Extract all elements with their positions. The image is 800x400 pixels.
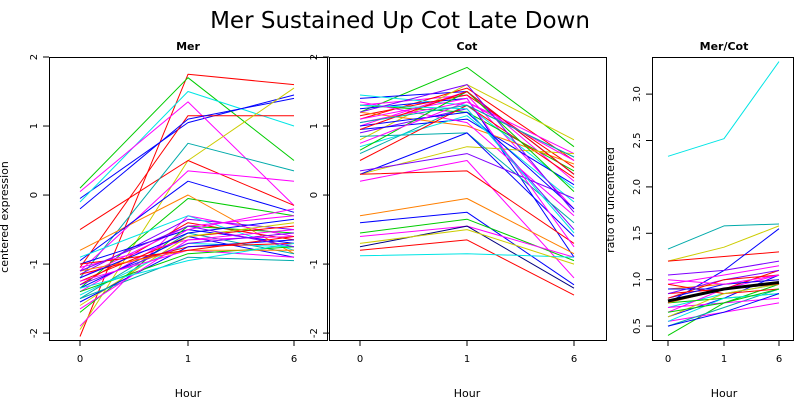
panel-mer-ylabel: centered expression: [0, 161, 11, 273]
panel-mer-cot-frame: [652, 57, 794, 341]
panel-mer-cot: Mer/Cot ratio of uncentered Hour 0.5 1.0 1…: [604, 40, 794, 400]
panel-cot-series-line-36: [359, 104, 575, 234]
panel-mer-series-line-2: [79, 77, 295, 189]
panel-mer-cot-series-line-21: [667, 274, 780, 299]
panel-cot-series-line-22: [359, 153, 575, 199]
panel-mer-series-line-3: [79, 91, 295, 203]
panel-mer-cot-series-line-27: [667, 293, 780, 327]
panel-mer-cot-ylabel: ratio of uncentered: [604, 147, 617, 253]
panel-cot-y-tick-label-4: 2: [309, 54, 320, 60]
panel-mer-cot-series-line-24: [667, 274, 780, 285]
panel-cot-x-tick-label-0: 0: [357, 354, 363, 365]
panel-cot-series-line-27: [359, 225, 575, 258]
panel-cot-series-line-23: [359, 170, 575, 244]
panel-mer-series-line-10: [79, 170, 295, 272]
panel-cot-title: Cot: [457, 40, 478, 53]
panel-mer-cot-series-line-25: [667, 288, 780, 313]
panel-mer-cot-xlabel: Hour: [711, 387, 738, 400]
panel-mer-series-line-38: [79, 242, 295, 289]
panel-mer-cot-title: Mer/Cot: [700, 40, 749, 53]
panel-cot-y-tick-label-1: -1: [309, 259, 320, 269]
panel-mer-cot-plot: 0.5 1.0 1.5 2.0 2.5 3.0 0 1 6: [632, 57, 794, 365]
panel-mer-cot-y-tick-label-3: 2.0: [632, 179, 643, 195]
panel-mer-y-tick-label-1: -1: [29, 259, 40, 269]
panel-mer-series-line-26: [79, 222, 295, 306]
panel-mer-series-line-1: [79, 94, 295, 199]
panel-mer-y-tick-label-4: 2: [29, 54, 40, 60]
panel-mer-y-tick-label-2: 0: [29, 192, 40, 198]
panel-mer-cot-x-tick-label-1: 1: [721, 354, 727, 365]
panel-cot-x-tick-label-2: 6: [571, 354, 577, 365]
panel-mer-title: Mer: [176, 40, 200, 53]
main-title: Mer Sustained Up Cot Late Down: [210, 8, 590, 34]
panel-mer-x-tick-label-2: 6: [291, 354, 297, 365]
panel-cot-series-line-24: [359, 198, 575, 255]
panel-mer-xlabel: Hour: [175, 387, 202, 400]
panel-mer-cot-series-line-5: [667, 260, 780, 276]
panel-mer-cot-y-tick-label-1: 1.0: [632, 272, 643, 288]
panel-mer-series-line-13: [79, 180, 295, 262]
panel-cot-x-tick-label-1: 1: [464, 354, 470, 365]
panel-mer-series-line-36: [79, 218, 295, 279]
panel-mer-series-line-5: [79, 115, 294, 268]
panel-cot-xlabel: Hour: [454, 387, 481, 400]
panel-mer-cot-y-tick-label-4: 2.5: [632, 133, 643, 149]
panel-cot-series-line-31: [359, 229, 575, 265]
panel-mer-cot-y-tick-label-2: 1.5: [632, 225, 643, 241]
panel-cot-plot: -2 -1 0 1 2 0 1 6: [309, 54, 607, 365]
panel-mer-y-tick-label-3: 1: [29, 123, 40, 129]
panel-mer-cot-series-line-0: [667, 61, 780, 157]
panel-mer-series-line-8: [79, 160, 295, 231]
panel-mer-series-line-0: [79, 73, 295, 337]
panel-cot-series-line-37: [359, 101, 575, 161]
panel-mer-series-line-30: [79, 239, 295, 303]
panel-mer-cot-y-tick-label-0: 0.5: [632, 318, 643, 334]
panel-cot-series-line-25: [359, 211, 575, 286]
panel-cot-series-line-16: [359, 101, 575, 217]
panel-mer-cot-series-line-3: [667, 251, 780, 262]
panel-cot-series-line-34: [359, 111, 575, 210]
panel-mer-cot-series-line-23: [667, 293, 780, 322]
panel-mer-cot-series-line-1: [667, 223, 780, 250]
panel-mer-cot-series-line-2: [667, 225, 780, 262]
panel-mer-series-line-6: [79, 97, 295, 210]
panel-mer-x-tick-label-0: 0: [77, 354, 83, 365]
panel-mer-cot-x-tick-label-0: 0: [665, 354, 671, 365]
panel-cot: Cot Hour -2 -1 0 1 2 0 1 6: [309, 40, 607, 400]
panel-mer-y-tick-label-0: -2: [29, 328, 40, 338]
panel-cot-series-line-29: [359, 225, 575, 289]
panel-mer-series-line-39: [79, 225, 295, 272]
panel-mer-cot-x-tick-label-2: 6: [776, 354, 782, 365]
panel-cot-series-line-30: [359, 253, 575, 258]
panel-mer-plot: -2 -1 0 1 2 0 1 6: [29, 54, 328, 365]
panel-mer-cot-series-line-28: [667, 281, 780, 303]
panel-mer-series-line-4: [79, 101, 295, 206]
panel-cot-y-tick-label-2: 0: [309, 192, 320, 198]
panel-mer-series-line-35: [79, 229, 295, 310]
panel-cot-series-line-19: [359, 160, 575, 279]
panel-mer: Mer centered expression Hour -2 -1 0 1 2 0 1 6: [0, 40, 328, 400]
panel-cot-frame: [329, 57, 607, 341]
panel-cot-y-tick-label-3: 1: [309, 123, 320, 129]
panel-cot-series-line-28: [359, 239, 575, 296]
panel-mer-cot-y-tick-label-5: 3.0: [632, 86, 643, 102]
panel-cot-series-line-32: [359, 97, 575, 248]
panel-cot-series-line-0: [359, 66, 575, 148]
panel-cot-series-line-38: [359, 84, 575, 213]
panel-cot-y-tick-label-0: -2: [309, 328, 320, 338]
panel-cot-series-line-10: [359, 108, 575, 230]
panel-mer-series-line-37: [79, 236, 295, 265]
panel-mer-series-line-34: [79, 256, 295, 300]
panel-cot-series-line-15: [359, 115, 575, 203]
panel-cot-series-line-13: [359, 118, 575, 186]
panel-cot-series-line-39: [359, 104, 575, 158]
panel-mer-x-tick-label-1: 1: [185, 354, 191, 365]
panel-cot-series-line-21: [359, 132, 575, 237]
panel-mer-series-line-9: [79, 142, 295, 279]
